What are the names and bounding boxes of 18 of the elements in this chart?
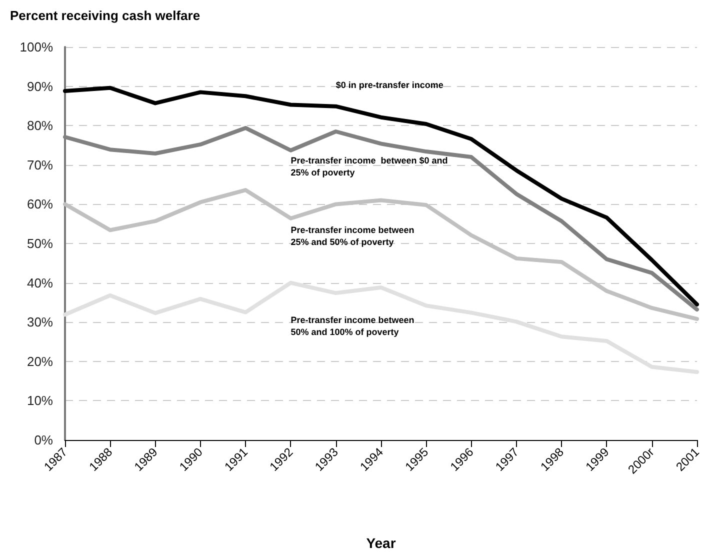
series-label: $0 in pre-transfer income bbox=[336, 80, 444, 90]
series-label: Pre-transfer income between $0 and 25% of poverty bbox=[290, 155, 450, 178]
y-tick-label: 20% bbox=[26, 354, 54, 369]
y-tick-label: 80% bbox=[26, 118, 54, 134]
y-tick-label: 40% bbox=[26, 275, 54, 290]
y-tick-label: 100% bbox=[20, 40, 54, 54]
y-tick-label: 90% bbox=[26, 78, 54, 94]
y-tick-label: 10% bbox=[26, 393, 54, 408]
y-tick-label: 30% bbox=[26, 314, 54, 330]
line-series bbox=[63, 280, 699, 374]
series-label: Pre-transfer income between 50% and 100% of poverty bbox=[290, 315, 417, 338]
y-tick-label: 60% bbox=[26, 196, 54, 212]
y-tick-label: 70% bbox=[26, 157, 54, 172]
y-tick-label: 50% bbox=[26, 236, 54, 251]
series-label: Pre-transfer income between 25% and 50% of poverty bbox=[290, 224, 417, 247]
chart-title: Percent receiving cash welfare bbox=[10, 8, 200, 23]
x-axis-title: Year bbox=[366, 535, 396, 551]
y-tick-label: 0% bbox=[34, 432, 54, 448]
